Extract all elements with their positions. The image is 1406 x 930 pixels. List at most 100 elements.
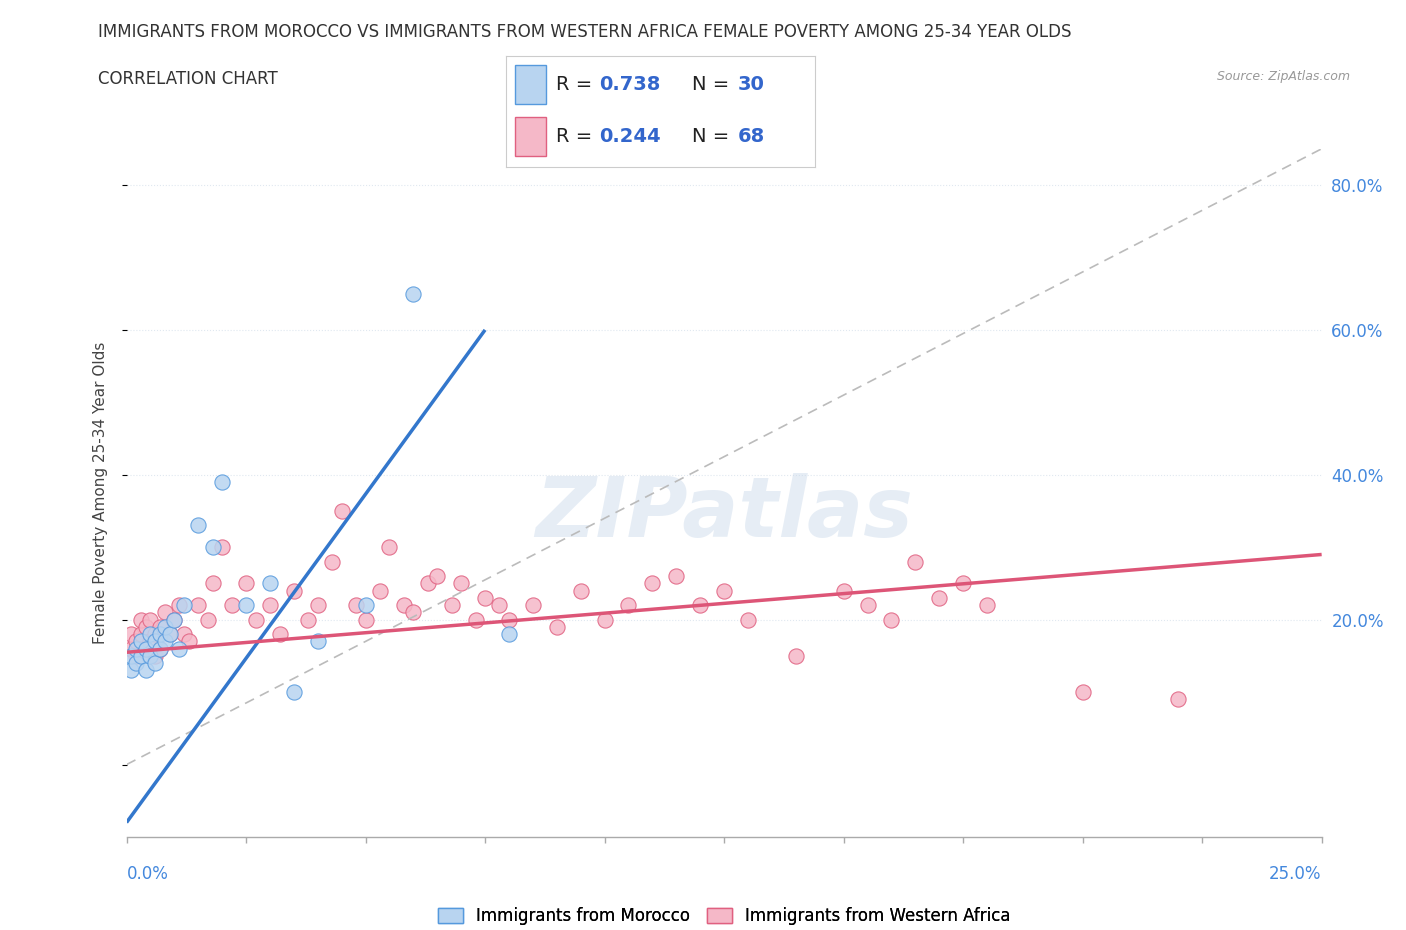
Point: [713, 583, 735, 598]
Point: [641, 576, 664, 591]
Point: [569, 583, 592, 598]
Point: [120, 627, 142, 642]
Point: [344, 598, 367, 613]
Text: 25.0%: 25.0%: [1270, 865, 1322, 883]
Point: [354, 612, 377, 627]
Text: 30: 30: [738, 74, 765, 94]
Point: [354, 598, 377, 613]
Point: [143, 648, 166, 663]
Point: [167, 641, 190, 656]
Text: N =: N =: [692, 127, 735, 146]
Text: CORRELATION CHART: CORRELATION CHART: [98, 70, 278, 87]
Point: [135, 663, 157, 678]
Point: [149, 619, 172, 634]
Point: [321, 554, 343, 569]
Point: [173, 627, 195, 642]
Point: [450, 576, 472, 591]
Point: [149, 641, 172, 656]
Point: [593, 612, 616, 627]
Point: [330, 503, 353, 518]
Point: [474, 591, 496, 605]
Point: [464, 612, 486, 627]
Point: [159, 627, 181, 642]
Point: [221, 598, 243, 613]
Point: [283, 583, 305, 598]
Point: [129, 634, 152, 649]
Point: [187, 518, 209, 533]
Text: R =: R =: [555, 74, 598, 94]
Point: [139, 634, 162, 649]
Point: [139, 648, 162, 663]
Point: [416, 576, 439, 591]
Point: [163, 612, 186, 627]
Point: [904, 554, 927, 569]
Point: [125, 656, 148, 671]
Point: [928, 591, 950, 605]
Point: [159, 627, 181, 642]
Point: [832, 583, 855, 598]
Point: [129, 648, 152, 663]
Text: IMMIGRANTS FROM MOROCCO VS IMMIGRANTS FROM WESTERN AFRICA FEMALE POVERTY AMONG 2: IMMIGRANTS FROM MOROCCO VS IMMIGRANTS FR…: [98, 23, 1071, 41]
Point: [522, 598, 544, 613]
Text: 68: 68: [738, 127, 765, 146]
Point: [488, 598, 510, 613]
Point: [368, 583, 391, 598]
Point: [737, 612, 759, 627]
Y-axis label: Female Poverty Among 25-34 Year Olds: Female Poverty Among 25-34 Year Olds: [93, 341, 108, 644]
Point: [1167, 692, 1189, 707]
Point: [498, 627, 520, 642]
Point: [143, 634, 166, 649]
Point: [125, 634, 148, 649]
Point: [617, 598, 640, 613]
Point: [143, 627, 166, 642]
Point: [665, 569, 688, 584]
Point: [307, 634, 329, 649]
Point: [163, 612, 186, 627]
Point: [235, 576, 257, 591]
Point: [120, 648, 142, 663]
Point: [135, 641, 157, 656]
Text: 0.0%: 0.0%: [127, 865, 169, 883]
Bar: [516, 65, 547, 104]
Point: [378, 539, 401, 554]
Point: [307, 598, 329, 613]
Point: [498, 612, 520, 627]
Point: [440, 598, 463, 613]
Point: [143, 656, 166, 671]
Point: [197, 612, 219, 627]
Point: [135, 641, 157, 656]
Text: N =: N =: [692, 74, 735, 94]
Point: [269, 627, 291, 642]
Point: [153, 605, 176, 620]
Point: [120, 641, 142, 656]
Point: [856, 598, 879, 613]
Point: [880, 612, 903, 627]
Point: [129, 612, 152, 627]
Point: [402, 605, 425, 620]
Point: [283, 684, 305, 699]
Point: [259, 598, 281, 613]
Point: [235, 598, 257, 613]
Point: [187, 598, 209, 613]
Point: [245, 612, 267, 627]
Point: [201, 539, 224, 554]
Point: [211, 539, 233, 554]
Point: [173, 598, 195, 613]
Point: [177, 634, 200, 649]
Point: [402, 286, 425, 301]
Point: [135, 619, 157, 634]
Text: ZIPatlas: ZIPatlas: [536, 473, 912, 554]
Point: [139, 627, 162, 642]
Bar: [516, 117, 547, 156]
Point: [139, 612, 162, 627]
Point: [125, 641, 148, 656]
Point: [153, 619, 176, 634]
Point: [976, 598, 998, 613]
Point: [211, 474, 233, 489]
Point: [1071, 684, 1094, 699]
Point: [201, 576, 224, 591]
Point: [129, 627, 152, 642]
Point: [120, 663, 142, 678]
Point: [149, 627, 172, 642]
Point: [392, 598, 415, 613]
